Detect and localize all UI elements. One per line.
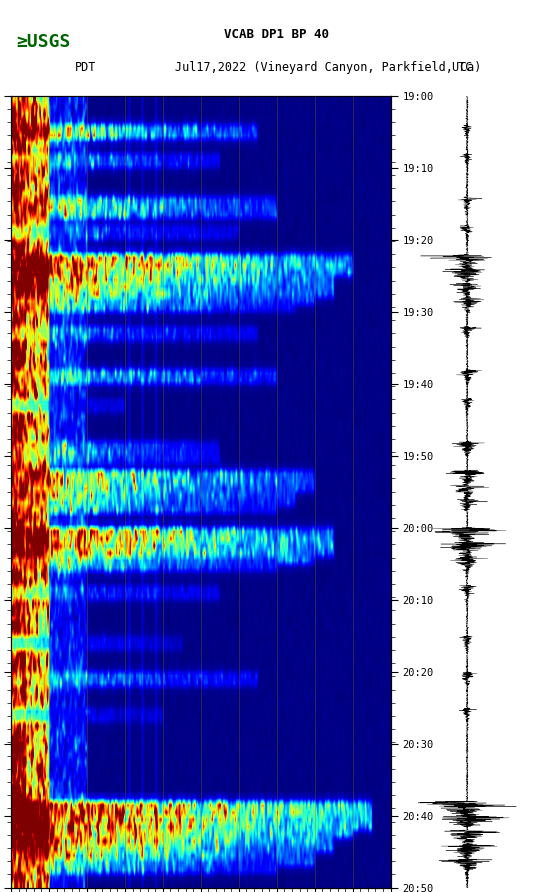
Text: VCAB DP1 BP 40: VCAB DP1 BP 40 <box>224 29 328 41</box>
Text: PDT: PDT <box>75 61 96 73</box>
Text: Jul17,2022 (Vineyard Canyon, Parkfield, Ca): Jul17,2022 (Vineyard Canyon, Parkfield, … <box>176 61 482 73</box>
Text: ≥USGS: ≥USGS <box>17 33 71 52</box>
Text: UTC: UTC <box>451 61 473 73</box>
